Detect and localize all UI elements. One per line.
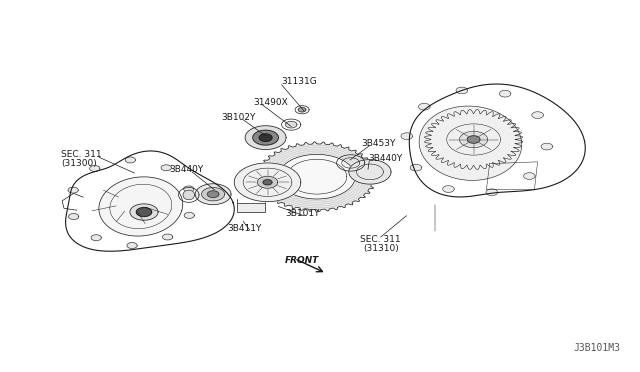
Polygon shape bbox=[541, 143, 552, 150]
Polygon shape bbox=[183, 190, 195, 200]
Polygon shape bbox=[456, 87, 468, 94]
Polygon shape bbox=[499, 90, 511, 97]
Polygon shape bbox=[68, 187, 78, 193]
Polygon shape bbox=[99, 177, 183, 236]
Text: 3B102Y: 3B102Y bbox=[221, 113, 255, 122]
Polygon shape bbox=[401, 133, 413, 140]
Text: J3B101M3: J3B101M3 bbox=[574, 343, 621, 353]
Polygon shape bbox=[278, 154, 355, 199]
Polygon shape bbox=[467, 136, 480, 143]
Text: 3B440Y: 3B440Y bbox=[170, 165, 204, 174]
Polygon shape bbox=[202, 187, 225, 201]
Polygon shape bbox=[524, 173, 535, 179]
Polygon shape bbox=[486, 189, 497, 196]
Polygon shape bbox=[298, 108, 306, 112]
Polygon shape bbox=[263, 180, 272, 185]
Polygon shape bbox=[419, 106, 522, 180]
Text: 3B101Y: 3B101Y bbox=[285, 209, 319, 218]
Text: (31300): (31300) bbox=[61, 159, 97, 168]
Polygon shape bbox=[410, 164, 422, 171]
Polygon shape bbox=[532, 112, 543, 118]
Text: (31310): (31310) bbox=[363, 244, 399, 253]
Text: SEC. 311: SEC. 311 bbox=[61, 150, 101, 159]
Polygon shape bbox=[91, 235, 101, 241]
Polygon shape bbox=[419, 103, 430, 110]
Polygon shape bbox=[257, 142, 377, 212]
Polygon shape bbox=[285, 121, 297, 128]
Polygon shape bbox=[245, 126, 286, 150]
Bar bbox=[237, 203, 265, 212]
Polygon shape bbox=[130, 204, 158, 220]
Polygon shape bbox=[184, 186, 194, 192]
Polygon shape bbox=[443, 186, 454, 192]
Polygon shape bbox=[127, 243, 137, 248]
Text: 3B453Y: 3B453Y bbox=[362, 139, 396, 148]
Polygon shape bbox=[68, 214, 79, 219]
Text: 3B411Y: 3B411Y bbox=[227, 224, 262, 233]
Text: 31131G: 31131G bbox=[282, 77, 317, 86]
Polygon shape bbox=[234, 163, 301, 202]
Polygon shape bbox=[253, 130, 278, 145]
Polygon shape bbox=[460, 131, 488, 148]
Polygon shape bbox=[161, 165, 172, 171]
Polygon shape bbox=[349, 160, 391, 184]
Text: SEC. 311: SEC. 311 bbox=[360, 235, 401, 244]
Polygon shape bbox=[90, 166, 100, 171]
Text: 3B440Y: 3B440Y bbox=[368, 154, 403, 163]
Polygon shape bbox=[257, 176, 278, 188]
Text: FRONT: FRONT bbox=[285, 256, 319, 265]
Polygon shape bbox=[163, 234, 173, 240]
Polygon shape bbox=[184, 212, 195, 218]
Polygon shape bbox=[136, 208, 152, 217]
Text: 31490X: 31490X bbox=[253, 98, 287, 107]
Polygon shape bbox=[207, 191, 219, 198]
Polygon shape bbox=[125, 157, 136, 163]
Polygon shape bbox=[195, 184, 231, 205]
Polygon shape bbox=[259, 134, 272, 141]
